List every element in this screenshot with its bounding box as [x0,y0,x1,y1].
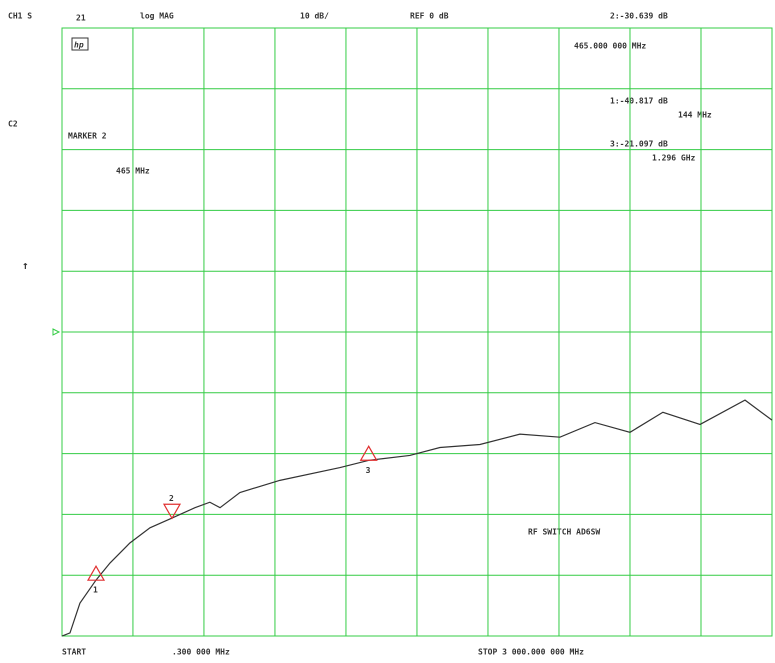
format: log MAG [140,12,174,21]
arrow: ↑ [22,259,29,272]
marker-list-freq: 144 MHz [678,111,712,120]
channel: CH1 S [8,12,32,21]
ref-indicator [52,328,61,336]
marker-list-freq: 1.296 GHz [652,154,696,163]
logo-box [71,37,89,51]
marker-title: MARKER 2 [68,132,107,141]
marker-list-value: 1:-40.817 dB [610,97,668,106]
side-label: C2 [8,120,18,129]
scale: 10 dB/ [300,12,329,21]
marker-list-value: 3:-21.097 dB [610,140,668,149]
marker-label: 3 [366,466,371,475]
start-freq: .300 000 MHz [172,648,230,657]
marker [359,445,378,461]
marker-label: 1 [93,586,98,595]
marker [162,503,182,520]
logo: hp [74,41,84,50]
trace [61,399,773,637]
marker-freq-readout: 465.000 000 MHz [574,42,646,51]
marker [86,564,106,581]
param: 21 [76,14,86,23]
marker-label: 2 [169,494,174,503]
stop-label: STOP 3 000.000 000 MHz [478,648,584,657]
ref: REF 0 dB [410,12,449,21]
start-label: START [62,648,86,657]
marker-readout: 2:-30.639 dB [610,12,668,21]
trace-title: RF SWITCH AD6SW [528,528,600,537]
